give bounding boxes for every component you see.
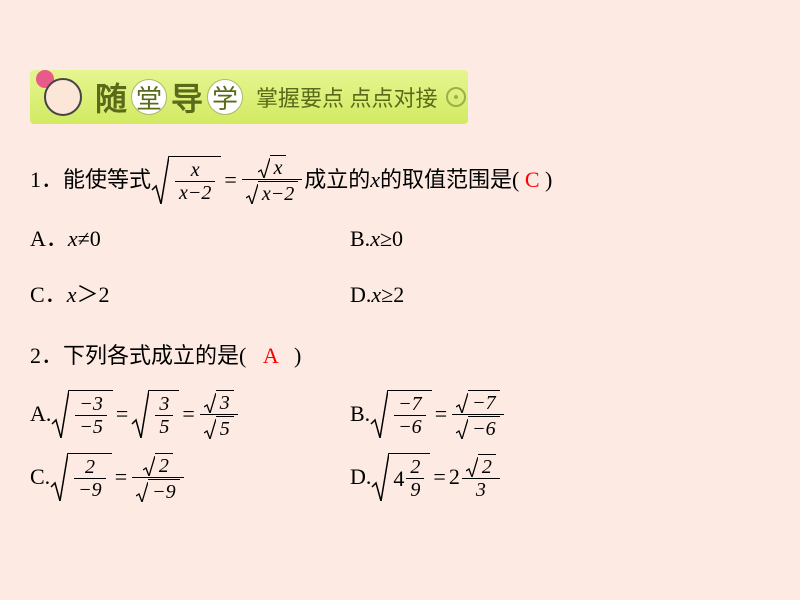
banner-char-1: 堂 bbox=[131, 79, 167, 115]
radical-icon bbox=[136, 482, 148, 502]
page-container: 随 堂 导 学 掌握要点 点点对接 1．能使等式 x x−2 bbox=[0, 0, 800, 551]
banner-avatar-icon bbox=[38, 72, 88, 122]
question-1: 1．能使等式 x x−2 = x bbox=[30, 154, 770, 317]
q2-answer: A bbox=[263, 343, 278, 368]
radical-icon bbox=[466, 457, 478, 477]
radical-icon bbox=[456, 419, 468, 439]
q1-suffix2: 的取值范围是( bbox=[380, 159, 519, 201]
equals-sign: = bbox=[224, 159, 236, 201]
q1-opt-c: C． x ＞2 bbox=[30, 273, 350, 317]
bullseye-icon bbox=[446, 87, 466, 107]
q2-options-row2: C. 2−9 = 2 −9 D. bbox=[30, 452, 770, 503]
radical-icon bbox=[131, 390, 149, 438]
q2-stem: 2．下列各式成立的是( A ) bbox=[30, 335, 770, 377]
q1-rhs-frac: x x−2 bbox=[242, 154, 302, 205]
q1-opt-d: D. x ≥2 bbox=[350, 273, 670, 317]
q1-options-row1: A． x ≠0 B. x ≥0 bbox=[30, 217, 770, 261]
radical-icon bbox=[143, 456, 155, 476]
radical-icon bbox=[204, 419, 216, 439]
radical-icon bbox=[204, 393, 216, 413]
q1-var: x bbox=[370, 159, 380, 201]
radical-icon bbox=[371, 453, 389, 501]
q2-opt-b: B. −7−6 = −7 −6 bbox=[350, 389, 670, 440]
q1-stem: 1．能使等式 x x−2 = x bbox=[30, 154, 770, 205]
banner-char-2: 导 bbox=[171, 74, 203, 120]
radical-icon bbox=[151, 156, 169, 204]
radical-icon bbox=[50, 453, 68, 501]
q1-close: ) bbox=[545, 159, 552, 201]
radical-icon bbox=[370, 390, 388, 438]
q1-opt-a: A． x ≠0 bbox=[30, 217, 350, 261]
section-banner: 随 堂 导 学 掌握要点 点点对接 bbox=[30, 70, 468, 124]
question-2: 2．下列各式成立的是( A ) A. −3−5 = 35 bbox=[30, 335, 770, 503]
q1-opt-b: B. x ≥0 bbox=[350, 217, 670, 261]
q2-opt-c: C. 2−9 = 2 −9 bbox=[30, 452, 350, 503]
banner-char-0: 随 bbox=[95, 74, 127, 120]
q2-opt-d: D. 4 29 = 2 2 3 bbox=[350, 452, 670, 503]
banner-subtitle: 掌握要点 点点对接 bbox=[256, 81, 438, 113]
radical-icon bbox=[258, 158, 270, 178]
q1-sqrt-lhs: x x−2 bbox=[151, 156, 221, 204]
banner-char-3: 学 bbox=[207, 79, 243, 115]
radical-icon bbox=[51, 390, 69, 438]
q1-prefix: 1．能使等式 bbox=[30, 159, 151, 201]
q1-suffix: 成立的 bbox=[304, 159, 370, 201]
radical-icon bbox=[456, 393, 468, 413]
banner-title: 随 堂 导 学 bbox=[94, 74, 246, 120]
q1-answer: C bbox=[525, 159, 540, 201]
q2-options-row1: A. −3−5 = 35 = 3 5 bbox=[30, 389, 770, 440]
radical-icon bbox=[246, 184, 258, 204]
q1-options-row2: C． x ＞2 D. x ≥2 bbox=[30, 273, 770, 317]
q2-opt-a: A. −3−5 = 35 = 3 5 bbox=[30, 389, 350, 440]
